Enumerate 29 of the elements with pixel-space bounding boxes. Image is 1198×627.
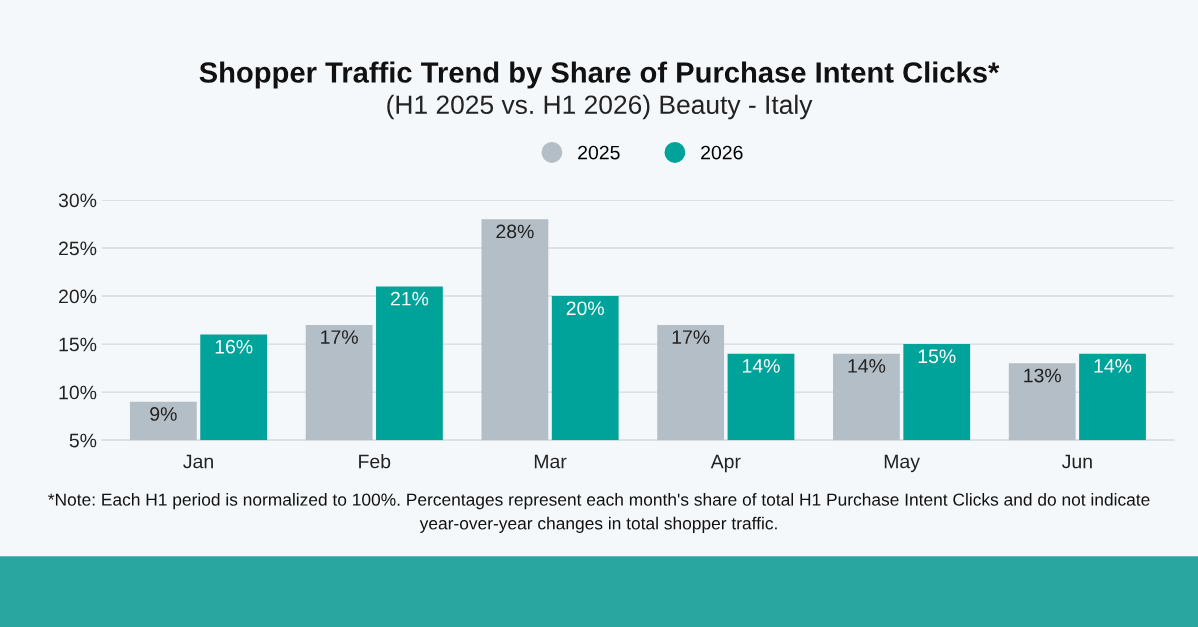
data-label: 21% bbox=[390, 291, 429, 306]
data-label: 13% bbox=[1024, 368, 1061, 383]
data-label: 14% bbox=[743, 359, 780, 373]
chart-subtitle: (H1 2025 vs. H1 2026) Beauty - Italy bbox=[387, 94, 813, 120]
chart-title: Shopper Traffic Trend by Share of Purchase Intent Clicks* bbox=[199, 61, 1000, 89]
data-label: 16% bbox=[215, 339, 253, 354]
data-label: 20% bbox=[566, 301, 604, 316]
data-label: 14% bbox=[848, 359, 886, 373]
data-label: 9% bbox=[150, 407, 177, 421]
data-label: 17% bbox=[321, 330, 358, 344]
y-tick-label: 25% bbox=[59, 241, 97, 256]
y-tick-label: 30% bbox=[58, 193, 97, 208]
legend-label: 2026 bbox=[701, 145, 743, 160]
data-label: 15% bbox=[918, 349, 956, 364]
x-tick-label: Apr bbox=[710, 454, 741, 473]
text: *Note: Each H1 period is normalized to 100%. Percentages represent each month's share of total H1 Purchase Intent Clicks and do not indicate year-over-year changes in total shopper traffic. bbox=[48, 493, 1150, 533]
x-tick-label: Feb bbox=[359, 454, 391, 469]
y-tick-label: 10% bbox=[59, 385, 97, 400]
x-tick-label: Mar bbox=[534, 454, 567, 469]
data-label: 17% bbox=[672, 330, 710, 344]
y-tick-label: 15% bbox=[59, 337, 97, 352]
y-tick-label: 5% bbox=[69, 433, 97, 448]
legend-label: 2025 bbox=[578, 145, 620, 160]
x-tick-label: Jan bbox=[183, 454, 213, 469]
data-label: 14% bbox=[1094, 359, 1132, 373]
y-tick-label: 20% bbox=[59, 289, 97, 304]
data-label: 28% bbox=[496, 224, 534, 239]
x-tick-label: Jun bbox=[1062, 454, 1092, 469]
x-tick-label: May bbox=[884, 454, 920, 473]
